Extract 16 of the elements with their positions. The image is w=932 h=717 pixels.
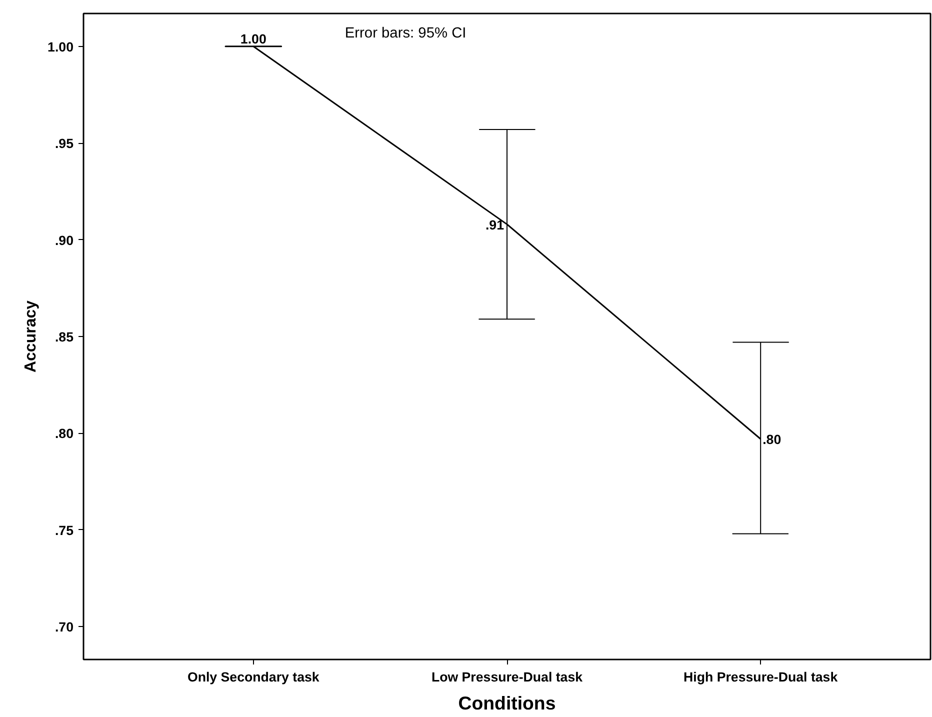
x-tick-label: Only Secondary task bbox=[187, 670, 320, 684]
x-tick-label: Low Pressure-Dual task bbox=[431, 670, 584, 684]
y-tick-label: .95 bbox=[54, 136, 74, 152]
y-tick-label: 1.00 bbox=[48, 39, 74, 54]
data-label: 1.00 bbox=[240, 31, 266, 46]
y-tick-label: .85 bbox=[54, 330, 74, 344]
y-tick-label: .75 bbox=[54, 522, 74, 538]
y-tick-label: .80 bbox=[54, 426, 74, 442]
data-label: .91 bbox=[485, 217, 505, 232]
annotation: Error bars: 95% CI bbox=[344, 26, 466, 42]
y-axis-title: Accuracy bbox=[22, 300, 40, 373]
y-tick-label: .90 bbox=[54, 232, 74, 248]
y-tick-label: .70 bbox=[54, 620, 74, 635]
data-label: .80 bbox=[762, 432, 782, 448]
x-axis-title: Conditions bbox=[458, 692, 556, 714]
x-tick-label: High Pressure-Dual task bbox=[684, 670, 838, 684]
